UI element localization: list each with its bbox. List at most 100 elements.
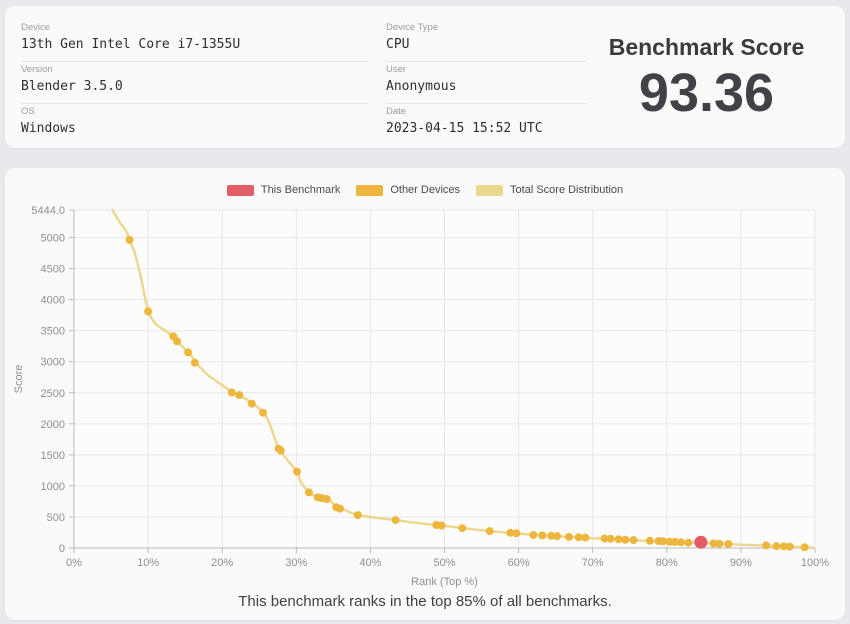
field-user-label: User	[386, 64, 407, 75]
device-score-point[interactable]	[247, 399, 256, 408]
svg-text:80%: 80%	[656, 557, 678, 569]
legend-label-total-distribution: Total Score Distribution	[510, 184, 624, 196]
device-score-point[interactable]	[485, 527, 494, 536]
this-benchmark-point[interactable]	[694, 535, 708, 549]
device-score-point[interactable]	[574, 533, 583, 542]
svg-text:60%: 60%	[508, 557, 530, 569]
legend-label-other-devices: Other Devices	[390, 184, 461, 196]
device-score-point[interactable]	[235, 391, 244, 399]
svg-text:0%: 0%	[66, 557, 82, 569]
device-score-point[interactable]	[800, 543, 809, 552]
device-score-point[interactable]	[762, 541, 771, 550]
field-date-label: Date	[386, 106, 407, 117]
device-score-point[interactable]	[772, 542, 781, 551]
svg-text:100%: 100%	[801, 557, 829, 569]
device-score-point[interactable]	[645, 536, 654, 545]
device-score-point[interactable]	[724, 540, 733, 548]
device-score-point[interactable]	[391, 516, 400, 525]
svg-text:3500: 3500	[41, 326, 65, 338]
device-score-point[interactable]	[684, 538, 693, 547]
device-info-grid: Device 13th Gen Intel Core i7-1355U Devi…	[21, 20, 586, 138]
benchmark-info-card: Device 13th Gen Intel Core i7-1355U Devi…	[5, 6, 845, 148]
svg-text:30%: 30%	[285, 557, 307, 569]
svg-text:20%: 20%	[211, 557, 233, 569]
svg-text:50%: 50%	[433, 557, 455, 569]
device-score-point[interactable]	[538, 531, 547, 540]
device-score-point[interactable]	[173, 337, 181, 346]
field-version: Version Blender 3.5.0	[21, 62, 368, 104]
benchmark-score-title: Benchmark Score	[608, 34, 805, 60]
device-score-point[interactable]	[322, 495, 331, 503]
device-score-point[interactable]	[709, 539, 718, 548]
svg-text:500: 500	[47, 512, 65, 524]
svg-text:90%: 90%	[730, 557, 752, 569]
field-os-label: OS	[21, 106, 35, 117]
device-score-point[interactable]	[144, 307, 153, 316]
field-os-value: Windows	[21, 121, 76, 136]
legend-item-this-benchmark[interactable]: This Benchmark	[226, 184, 341, 196]
x-axis-label: Rank (Top %)	[411, 576, 478, 588]
device-score-point[interactable]	[659, 537, 668, 546]
svg-text:2500: 2500	[41, 388, 65, 400]
device-score-point[interactable]	[184, 348, 193, 357]
field-user-value: Anonymous	[386, 79, 457, 94]
other-devices-points	[125, 235, 809, 552]
svg-text:70%: 70%	[582, 557, 604, 569]
field-os: OS Windows	[21, 104, 368, 145]
device-score-point[interactable]	[506, 528, 515, 537]
device-score-point[interactable]	[715, 539, 724, 548]
score-distribution-chart: 0 500 1000 1500 2000 2500 3000 3500 4000 4500 5000…	[13, 205, 829, 588]
device-score-point[interactable]	[227, 388, 236, 397]
device-score-point[interactable]	[581, 533, 590, 542]
device-score-point[interactable]	[606, 534, 615, 543]
device-score-point[interactable]	[529, 531, 538, 539]
svg-text:2000: 2000	[41, 419, 65, 431]
field-device-label: Device	[21, 22, 51, 33]
legend-label-this-benchmark: This Benchmark	[260, 184, 341, 196]
device-score-point[interactable]	[547, 531, 556, 540]
field-device-value: 13th Gen Intel Core i7-1355U	[21, 37, 241, 52]
svg-text:4500: 4500	[41, 264, 65, 276]
device-score-point[interactable]	[125, 235, 134, 244]
svg-text:10%: 10%	[137, 557, 159, 569]
other-devices-swatch-icon	[356, 184, 384, 196]
device-score-point[interactable]	[785, 542, 794, 551]
device-score-point[interactable]	[458, 524, 467, 533]
benchmark-score-block: Benchmark Score 93.36	[586, 20, 827, 138]
device-score-point[interactable]	[614, 535, 623, 544]
svg-text:3000: 3000	[41, 357, 65, 369]
legend-item-other-devices[interactable]: Other Devices	[356, 184, 460, 196]
legend-item-total-distribution[interactable]: Total Score Distribution	[476, 184, 623, 196]
field-date-value: 2023-04-15 15:52 UTC	[386, 121, 543, 136]
device-score-point[interactable]	[293, 467, 301, 476]
device-score-point[interactable]	[565, 532, 573, 541]
field-device-type-label: Device Type	[386, 22, 439, 33]
score-distribution-card: This Benchmark Other Devices Total Score…	[5, 168, 845, 620]
device-score-point[interactable]	[600, 534, 609, 543]
field-user: User Anonymous	[386, 62, 586, 104]
gridlines: 0 500 1000 1500 2000 2500 3000 3500 4000 4500 5000…	[31, 205, 829, 569]
device-score-point[interactable]	[190, 358, 199, 367]
svg-text:0: 0	[59, 543, 65, 555]
device-score-point[interactable]	[779, 542, 788, 551]
device-score-point[interactable]	[336, 504, 344, 513]
svg-text:5444.0: 5444.0	[31, 205, 65, 217]
device-score-point[interactable]	[437, 521, 446, 530]
benchmark-result-page: Device 13th Gen Intel Core i7-1355U Devi…	[0, 6, 850, 620]
field-device-type: Device Type CPU	[386, 20, 586, 62]
device-score-point[interactable]	[512, 529, 521, 538]
device-score-point[interactable]	[671, 537, 679, 546]
device-score-point[interactable]	[276, 446, 285, 455]
device-score-point[interactable]	[629, 536, 638, 545]
device-score-point[interactable]	[353, 511, 362, 520]
field-version-label: Version	[21, 64, 53, 75]
field-version-value: Blender 3.5.0	[21, 79, 123, 94]
device-score-point[interactable]	[676, 538, 685, 547]
total-distribution-swatch-icon	[476, 184, 504, 196]
svg-text:4000: 4000	[41, 295, 65, 307]
device-score-point[interactable]	[304, 488, 313, 497]
benchmark-score-value: 93.36	[638, 63, 775, 123]
device-score-point[interactable]	[621, 535, 630, 544]
device-score-point[interactable]	[259, 408, 267, 417]
device-score-point[interactable]	[553, 532, 562, 541]
